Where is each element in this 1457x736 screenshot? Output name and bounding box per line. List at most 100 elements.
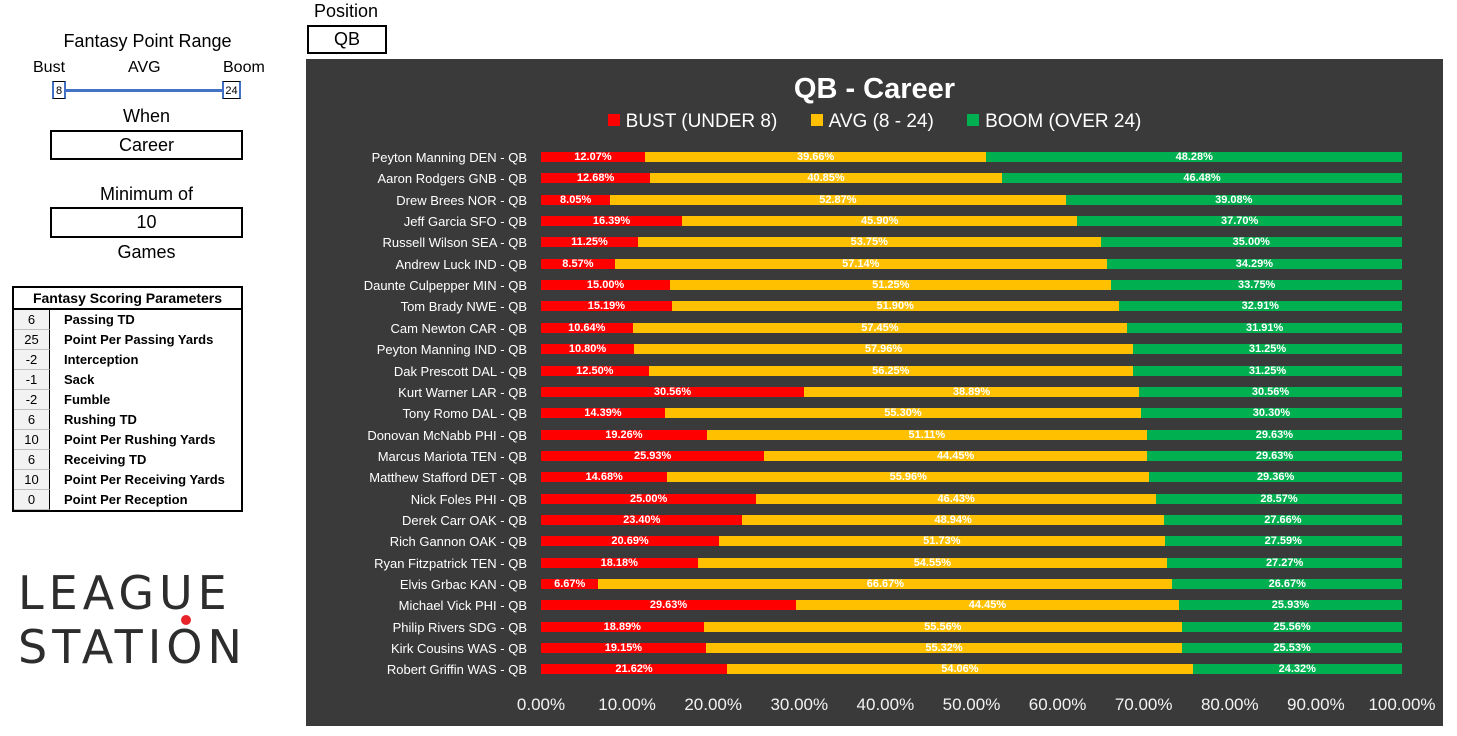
data-label-bust: 12.68% bbox=[576, 172, 615, 185]
data-label-boom: 31.25% bbox=[1248, 343, 1287, 356]
range-low-handle[interactable]: 8 bbox=[52, 81, 66, 99]
bar-avg bbox=[633, 344, 1134, 355]
category-label: Robert Griffin WAS - QB bbox=[386, 662, 527, 678]
param-value[interactable]: 6 bbox=[14, 310, 50, 330]
param-value[interactable]: 10 bbox=[14, 430, 50, 450]
legend-avg: AVG (8 - 24) bbox=[810, 111, 934, 133]
bar-bust bbox=[541, 557, 698, 568]
param-row: 6 Passing TD bbox=[14, 310, 241, 330]
param-value[interactable]: 6 bbox=[14, 450, 50, 470]
category-label: Nick Foles PHI - QB bbox=[410, 491, 527, 507]
range-slider-track[interactable] bbox=[64, 89, 222, 92]
bar-bust bbox=[541, 301, 672, 312]
param-value[interactable]: 0 bbox=[14, 490, 50, 510]
bar-avg bbox=[742, 514, 1164, 525]
param-value[interactable]: 25 bbox=[14, 330, 50, 350]
data-label-boom: 29.63% bbox=[1255, 428, 1294, 441]
games-label: Games bbox=[117, 242, 176, 262]
bar-bust bbox=[541, 280, 671, 291]
param-value[interactable]: -1 bbox=[14, 370, 50, 390]
param-row: 25 Point Per Passing Yards bbox=[14, 330, 241, 350]
position-label: Position bbox=[313, 1, 379, 21]
bar-avg bbox=[644, 152, 987, 162]
data-label-boom: 33.75% bbox=[1238, 279, 1276, 292]
bar-bust bbox=[541, 536, 720, 547]
param-name: Sack bbox=[64, 372, 95, 387]
data-label-avg: 44.45% bbox=[936, 449, 975, 462]
category-label: Kirk Cousins WAS - QB bbox=[390, 641, 527, 657]
bar-avg bbox=[727, 664, 1193, 675]
data-label-bust: 16.39% bbox=[592, 215, 631, 228]
bar-boom bbox=[1178, 600, 1403, 611]
category-label: Cam Newton CAR - QB bbox=[390, 320, 527, 336]
data-label-boom: 27.27% bbox=[1265, 556, 1304, 569]
data-label-boom: 37.70% bbox=[1220, 215, 1259, 228]
param-name: Receiving TD bbox=[64, 452, 147, 467]
x-tick-label: 20.00% bbox=[684, 695, 743, 714]
category-label: Peyton Manning IND - QB bbox=[376, 342, 527, 358]
bar-boom bbox=[1077, 216, 1402, 227]
param-value[interactable]: 10 bbox=[14, 470, 50, 490]
data-label-avg: 40.85% bbox=[807, 172, 845, 185]
bar-avg bbox=[682, 216, 1078, 227]
bar-avg bbox=[670, 280, 1112, 291]
data-label-avg: 66.67% bbox=[866, 578, 905, 590]
minimum-games-input[interactable]: 10 bbox=[50, 207, 243, 238]
param-value[interactable]: 6 bbox=[14, 410, 50, 430]
param-name: Point Per Receiving Yards bbox=[64, 472, 225, 487]
data-label-bust: 23.40% bbox=[623, 513, 661, 526]
x-tick-label: 30.00% bbox=[770, 695, 829, 714]
data-label-boom: 27.66% bbox=[1264, 513, 1302, 526]
bar-avg bbox=[648, 365, 1133, 376]
chart-area: QB - Career BUST (UNDER 8) AVG (8 - 24) … bbox=[306, 59, 1443, 726]
data-label-boom: 25.56% bbox=[1273, 620, 1311, 633]
bar-bust bbox=[541, 643, 706, 654]
data-label-bust: 25.93% bbox=[633, 449, 672, 462]
range-high-handle[interactable]: 24 bbox=[222, 81, 241, 99]
param-row: 0 Point Per Reception bbox=[14, 490, 241, 510]
data-label-bust: 14.39% bbox=[584, 407, 622, 420]
category-label: Jeff Garcia SFO - QB bbox=[403, 214, 527, 230]
bar-boom bbox=[1164, 536, 1403, 547]
data-label-boom: 48.28% bbox=[1175, 151, 1213, 163]
bar-avg bbox=[705, 643, 1183, 654]
param-value[interactable]: -2 bbox=[14, 390, 50, 410]
legend-avg-label: AVG (8 - 24) bbox=[828, 111, 934, 132]
bar-bust bbox=[541, 194, 611, 205]
bar-boom bbox=[1100, 237, 1402, 248]
param-row: 6 Rushing TD bbox=[14, 410, 241, 430]
data-label-boom: 31.91% bbox=[1245, 321, 1284, 334]
bar-avg bbox=[764, 450, 1147, 461]
data-label-boom: 28.57% bbox=[1260, 492, 1298, 505]
bar-boom bbox=[1132, 365, 1402, 376]
category-label: Matthew Stafford DET - QB bbox=[369, 470, 527, 486]
bar-avg bbox=[598, 579, 1173, 589]
data-label-boom: 35.00% bbox=[1232, 236, 1270, 249]
bar-bust bbox=[541, 621, 704, 632]
data-label-boom: 34.29% bbox=[1235, 257, 1274, 270]
position-select[interactable]: QB bbox=[307, 25, 387, 54]
bar-boom bbox=[1141, 408, 1402, 419]
param-value[interactable]: -2 bbox=[14, 350, 50, 370]
range-title: Fantasy Point Range bbox=[63, 31, 232, 51]
data-label-boom: 31.25% bbox=[1248, 364, 1287, 377]
scoring-parameters-title: Fantasy Scoring Parameters bbox=[14, 288, 241, 310]
bar-bust bbox=[541, 408, 665, 419]
data-label-avg: 51.25% bbox=[872, 279, 910, 292]
bar-boom bbox=[1172, 579, 1403, 589]
data-label-boom: 39.08% bbox=[1215, 193, 1253, 206]
chart-legend: BUST (UNDER 8) AVG (8 - 24) BOOM (OVER 2… bbox=[306, 111, 1443, 133]
data-label-avg: 38.89% bbox=[952, 385, 991, 398]
data-label-bust: 21.62% bbox=[615, 663, 653, 676]
data-label-boom: 30.30% bbox=[1252, 407, 1291, 420]
category-label: Philip Rivers SDG - QB bbox=[392, 619, 527, 635]
category-label: Drew Brees NOR - QB bbox=[396, 192, 527, 208]
bar-avg bbox=[610, 194, 1066, 205]
category-label: Peyton Manning DEN - QB bbox=[371, 150, 527, 165]
x-tick-label: 10.00% bbox=[598, 695, 656, 714]
boom-label: Boom bbox=[223, 59, 265, 76]
when-label: When bbox=[122, 106, 171, 126]
data-label-avg: 57.14% bbox=[842, 257, 880, 270]
when-select[interactable]: Career bbox=[50, 130, 243, 160]
x-tick-label: 0.00% bbox=[516, 695, 566, 714]
